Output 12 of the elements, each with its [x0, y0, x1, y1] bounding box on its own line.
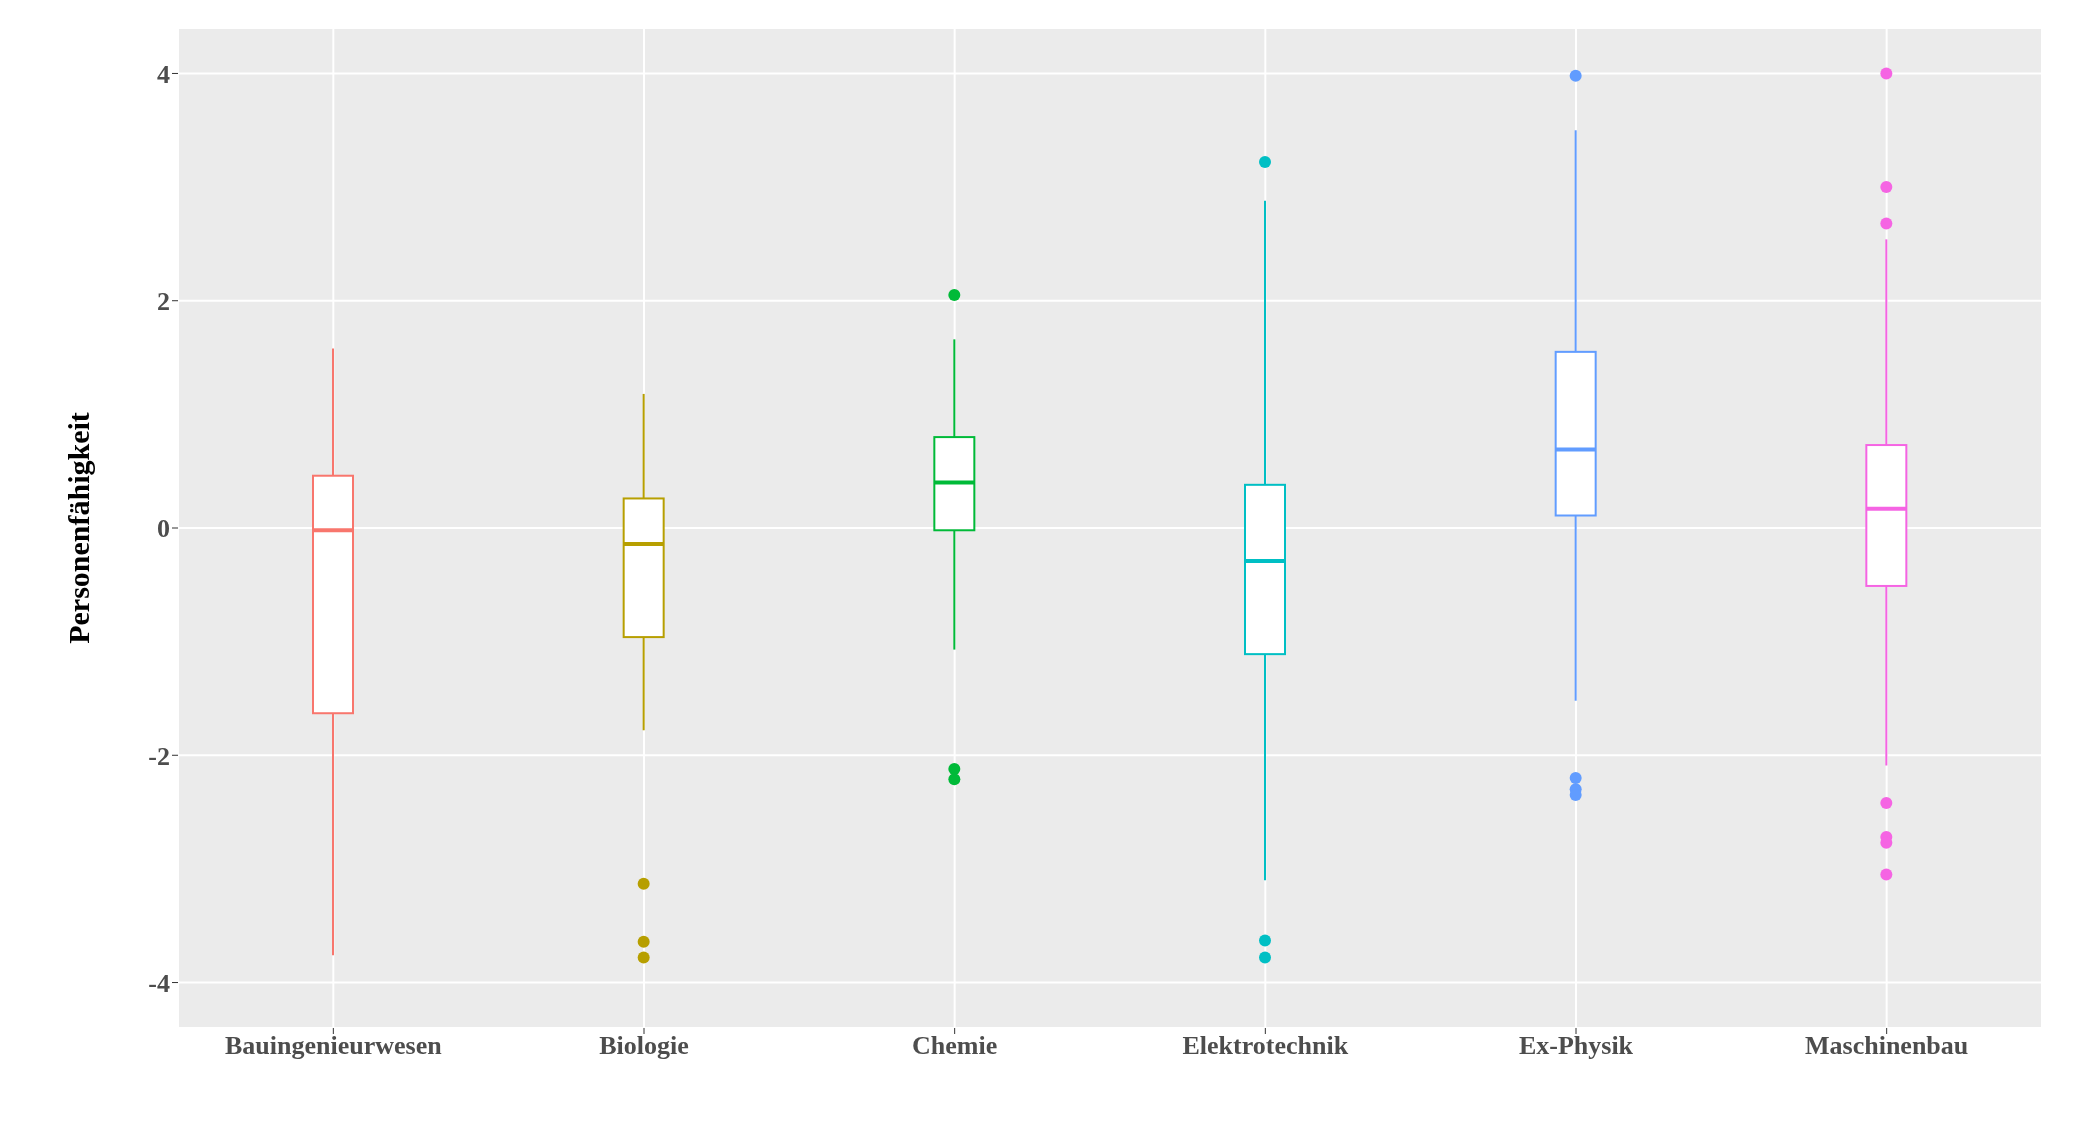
y-tick-label: 0 [157, 514, 170, 544]
y-tick-label: -4 [148, 968, 170, 998]
y-tick-label: -2 [148, 741, 170, 771]
y-tick-label: 2 [157, 286, 170, 316]
x-tick-label: Chemie [912, 1031, 998, 1061]
x-tick-label: Biologie [599, 1031, 689, 1061]
x-tick-label: Ex-Physik [1518, 1031, 1634, 1061]
y-tick-label: 4 [157, 59, 170, 89]
x-tick-label: Elektrotechnik [1182, 1031, 1349, 1061]
x-tick-label: Maschinenbau [1805, 1031, 1969, 1061]
y-axis-title: Personenfähigkeit [61, 412, 95, 644]
x-tick-label: Bauingenieurwesen [224, 1031, 443, 1061]
